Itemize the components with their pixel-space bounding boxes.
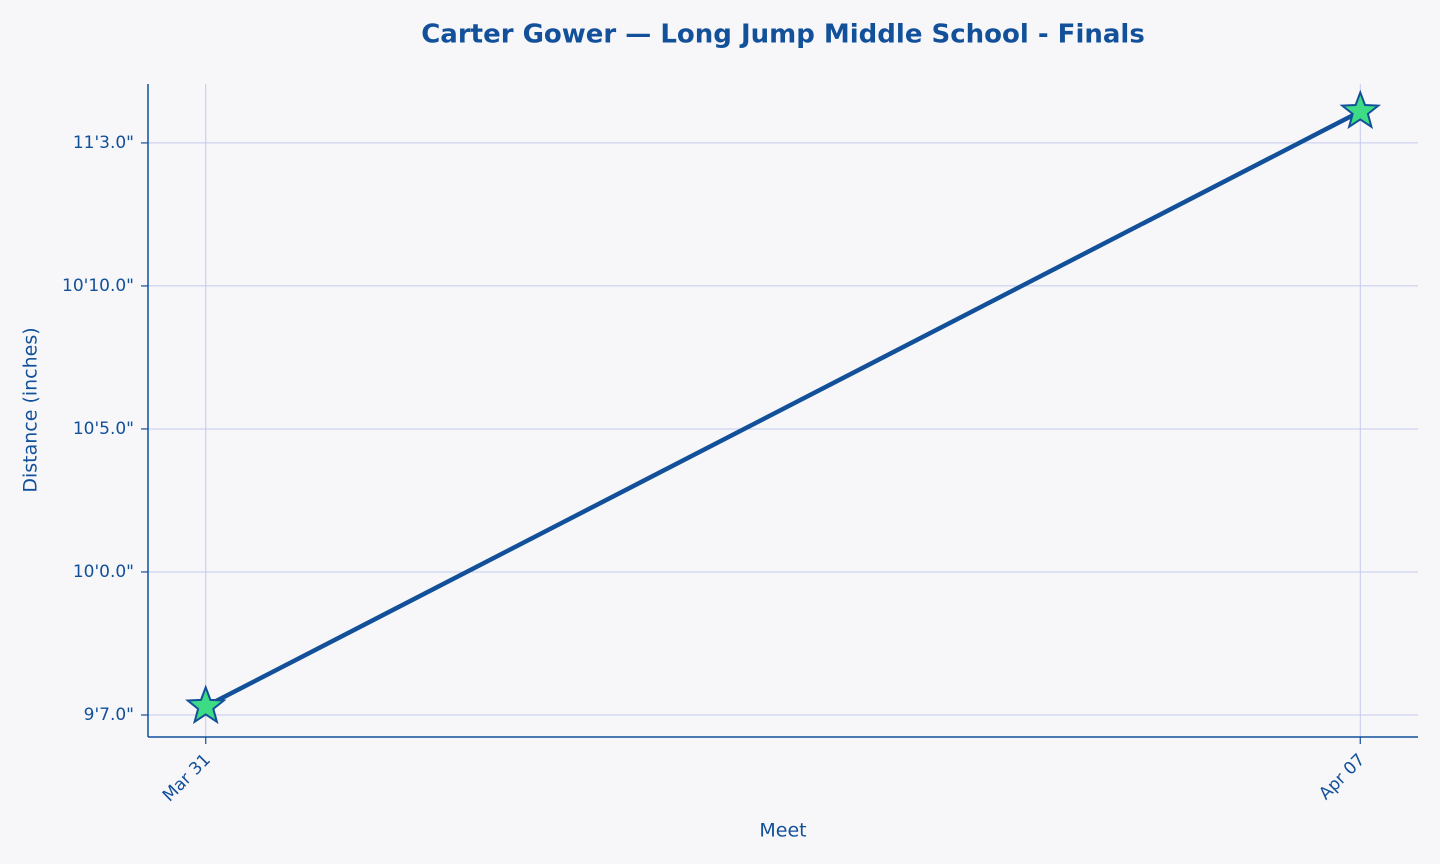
- y-tick-label: 9'7.0": [84, 705, 134, 725]
- x-axis-label: Meet: [759, 820, 806, 842]
- y-tick-label: 10'0.0": [73, 562, 134, 582]
- line: [204, 109, 1362, 709]
- point-marker: [185, 684, 227, 725]
- y-tick-label: 11'3.0": [73, 133, 134, 153]
- y-axis-label: Distance (inches): [20, 327, 42, 492]
- y-tick-label: 10'5.0": [73, 419, 134, 439]
- point-marker: [1339, 89, 1382, 130]
- y-tick-label: 10'10.0": [62, 276, 134, 296]
- chart-title: Carter Gower — Long Jump Middle School -…: [421, 20, 1145, 50]
